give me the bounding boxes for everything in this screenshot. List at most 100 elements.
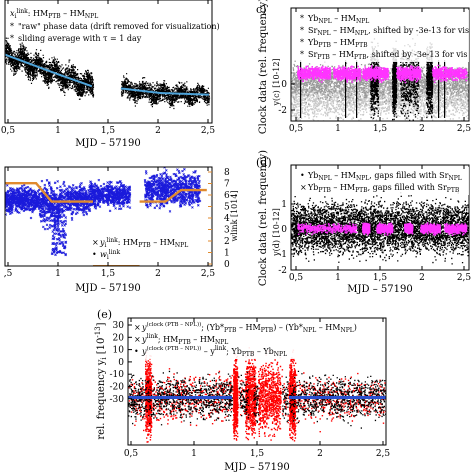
ml-yr-tick-label: 7 [224, 180, 230, 190]
c-ylabel: Clock data (rel. frequency) [258, 0, 269, 134]
e-leg2-rest: ; HM [158, 335, 178, 344]
e-leg1-s2: PTB [261, 327, 274, 334]
d-leg2-a: Yb [307, 183, 318, 192]
c-leg3-a: Yb [307, 38, 318, 47]
c-yb-npl-streak-5 [444, 60, 446, 118]
c-x-tick-label: 1 [335, 124, 341, 134]
e-leg3-rest: – y [201, 347, 215, 356]
e-y-tick-label: -30 [110, 395, 125, 405]
c-yb-ptb-segment-5 [432, 64, 468, 84]
d-yb-ptb-segment-2 [362, 222, 371, 236]
c-yb-ptb-segment-3 [362, 65, 390, 83]
c-y-tick-label: -2 [278, 106, 287, 116]
c-legend-1-marker: * [300, 14, 304, 23]
e-xlabel: MJD – 57190 [224, 462, 289, 473]
tl-data-layer [5, 37, 211, 110]
c-leg3-b: PTB [318, 42, 331, 49]
c-leg2-b: NPL [317, 30, 330, 37]
c-leg4-d: PTB [354, 54, 367, 61]
ml-leg1-sub2: NPL [175, 242, 188, 249]
e-x-tick-label: 0,5 [124, 449, 139, 459]
c-xticks: 0,5 1 1,5 2 2,5 [289, 8, 471, 134]
c-leg1-b: NPL [318, 18, 331, 25]
e-legend-bg [132, 319, 384, 359]
c-legend-4: SrPTB – HMPTB, shifted by -3e-13 for vis [308, 50, 467, 61]
ml-leg1-rest: : HM [118, 238, 138, 247]
e-ylabel-a: rel. frequency y [96, 359, 107, 439]
tl-legend-3: sliding average with τ = 1 day [18, 34, 142, 43]
ml-yr-tick-label: 6 [224, 191, 230, 201]
ml-leg1-sub: PTB [138, 242, 151, 249]
d-yb-ptb-segment-3 [376, 222, 394, 236]
d-ylabel: Clock data (rel. frequency) [258, 150, 269, 286]
d-leg2-b: PTB [318, 187, 331, 194]
c-yticks: 0 -2 [278, 80, 295, 116]
d-data-layer [291, 190, 469, 265]
e-y-tick-label: 30 [113, 321, 125, 331]
tl-legend-2: "raw" phase data (drift removed for visu… [18, 22, 220, 31]
e-leg1-rest: ; (Yb* [201, 323, 224, 332]
d-yb-ptb-segment-6 [444, 223, 468, 236]
ml-legend-1-marker: × [92, 238, 99, 247]
tl-legend-1-x: x [10, 9, 15, 18]
d-x-tick-label: 1,5 [373, 273, 388, 283]
c-legend-1: YbNPL – HMNPL [307, 14, 369, 25]
d-yb-npl-points [291, 190, 469, 265]
tl-legend-1-s1: PTB [48, 13, 61, 20]
e-leg3-a: y [141, 347, 147, 356]
e-y-tick-label: 10 [113, 346, 125, 356]
ml-x-tick-label: 2 [155, 269, 161, 279]
d-leg1-c: – HM [332, 171, 356, 180]
e-legend-2: ylink; HMPTB – HMNPL [141, 333, 228, 346]
e-xticks: 0,5 1 1,5 2 2,5 [124, 318, 390, 459]
e-leg1-r2: – HM [236, 323, 260, 332]
e-ylabel-exp: -13 [94, 326, 102, 337]
e-ylabel-end: ] [96, 322, 107, 326]
d-legend-2: YbPTB – HMPTB, gaps filled with SrPTB [307, 183, 460, 194]
e-y-tick-label: 20 [113, 333, 125, 343]
d-leg1-f: NPL [448, 175, 461, 182]
e-leg2-sup: link [147, 333, 159, 340]
ml-leg2-i: i [107, 254, 109, 261]
e-x-tick-label: 1 [191, 449, 197, 459]
e-leg2-r2: – HM [191, 335, 215, 344]
e-leg2-a: y [141, 335, 147, 344]
e-legend-1: y(clock (PTB – NPL)); (Yb*PTB – HMPTB) –… [141, 321, 357, 334]
ml-leg1-y: y [99, 238, 105, 247]
d-leg1-a: Yb [307, 171, 318, 180]
d-leg1-b: NPL [318, 175, 331, 182]
d-y-tick-label: 0 [281, 225, 287, 235]
c-y-tick-label: 0 [281, 80, 287, 90]
d-leg2-d: PTB [355, 187, 368, 194]
ml-legend-2-marker: • [92, 250, 97, 259]
c-leg2-a: Sr [308, 26, 317, 35]
tl-legend-1-sup: link [16, 8, 28, 15]
e-leg3-r2: ; Yb [226, 347, 242, 356]
ml-yr-tick-label: 5 [224, 203, 230, 213]
c-leg3-c: – HM [331, 38, 355, 47]
d-x-tick-label: 0,5 [289, 273, 304, 283]
tl-sliding-average-line-1 [5, 53, 93, 88]
tl-raw-phase-points [5, 37, 211, 110]
ml-right-yticks: 8 76 54 32 10 [208, 168, 230, 270]
tl-x-tick-label: 1 [55, 126, 61, 136]
ml-x-tick-label: 1 [55, 269, 61, 279]
d-x-tick-label: 2 [419, 273, 425, 283]
e-leg2-s2: NPL [215, 339, 228, 346]
e-link-line-1 [128, 396, 232, 399]
e-ylabel-i: i [100, 357, 108, 360]
e-leg3-sup: (clock (PTB – NPL)) [147, 345, 202, 352]
tl-legend-1-rest: : HM [28, 9, 48, 18]
ml-leg2-link: link [109, 249, 121, 256]
e-leg1-sup: (clock (PTB – NPL)) [147, 321, 202, 328]
tl-legend-1-r2: – HM [61, 9, 85, 18]
e-panel-label: (e) [97, 308, 112, 321]
c-yb-ptb-segment-1 [297, 65, 332, 83]
d-yb-ptb-segment-5 [420, 222, 442, 236]
e-clock-red-burst-2 [233, 353, 239, 441]
c-leg4-c: – HM [330, 50, 354, 59]
d-y-tick-label: -2 [278, 266, 287, 276]
d-x-tick-label: 2,5 [457, 273, 472, 283]
e-data-layer [128, 347, 386, 445]
panel-d: (d) • YbNPL – HMNPL, gaps filled with Sr… [256, 150, 471, 295]
